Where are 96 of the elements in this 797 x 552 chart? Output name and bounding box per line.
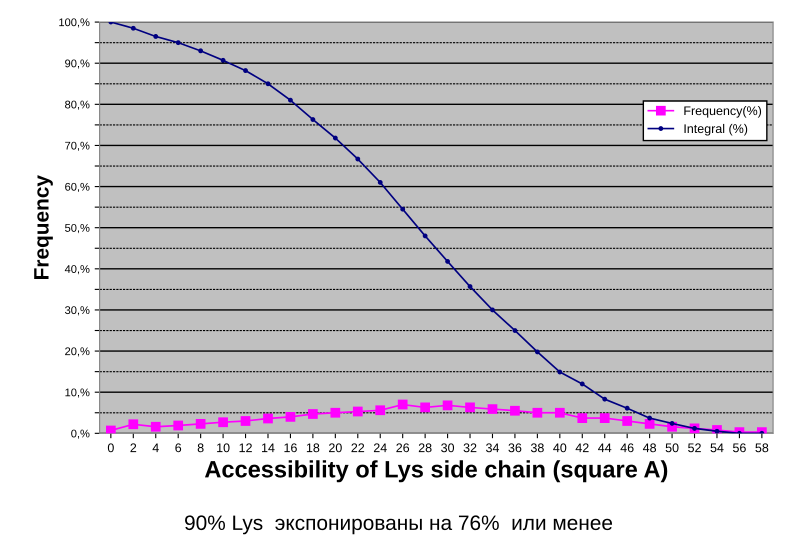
y-tick-label: 90,% xyxy=(65,59,90,69)
point xyxy=(534,349,540,354)
y-tick-label: 100,% xyxy=(59,18,90,28)
point xyxy=(106,426,116,434)
point xyxy=(153,34,158,39)
point xyxy=(600,413,610,423)
y-tick-label: 50,% xyxy=(65,224,90,234)
x-tick-label: 14 xyxy=(262,444,275,452)
point xyxy=(532,408,542,418)
x-tick-label: 10 xyxy=(217,443,230,452)
point xyxy=(602,396,608,402)
x-tick-label: 22 xyxy=(351,443,364,452)
x-tick-label: 36 xyxy=(508,443,522,452)
point xyxy=(442,400,452,410)
point xyxy=(330,408,340,418)
point xyxy=(580,382,585,386)
point xyxy=(308,409,318,419)
point xyxy=(332,136,338,140)
y-axis-title: Frequency xyxy=(34,175,53,279)
x-tick-label: 48 xyxy=(642,443,656,452)
y-tick-label: 10,% xyxy=(65,388,90,398)
point xyxy=(644,419,654,429)
x-tick-label: 58 xyxy=(755,443,768,452)
x-axis-title: Accessibility of Lys side chain (square A) xyxy=(204,460,668,482)
x-tick-label: 54 xyxy=(710,444,724,452)
point xyxy=(286,412,296,422)
point xyxy=(176,40,181,46)
y-tick-label: 20,% xyxy=(65,347,90,357)
x-tick-label: 40 xyxy=(553,443,566,452)
y-tick-label: 30,% xyxy=(65,306,90,316)
point xyxy=(445,258,450,264)
point xyxy=(266,81,270,86)
point xyxy=(577,413,588,423)
point xyxy=(420,402,430,412)
point xyxy=(670,421,674,426)
point xyxy=(130,26,136,31)
point xyxy=(554,408,565,418)
point xyxy=(510,406,520,416)
point xyxy=(378,180,383,185)
point xyxy=(352,406,363,416)
point xyxy=(220,58,226,63)
point xyxy=(263,414,273,424)
point xyxy=(422,233,428,238)
point xyxy=(490,308,495,312)
point xyxy=(196,419,206,429)
point xyxy=(557,370,562,374)
point xyxy=(468,284,472,289)
x-tick-label: 38 xyxy=(530,443,544,452)
x-tick-label: 34 xyxy=(486,443,500,452)
x-tick-label: 12 xyxy=(240,443,252,452)
x-tick-label: 32 xyxy=(464,443,476,452)
x-tick-label: 20 xyxy=(329,443,342,452)
x-tick-label: 0 xyxy=(108,443,114,452)
point xyxy=(173,420,184,430)
point xyxy=(400,206,406,212)
point xyxy=(288,98,293,103)
point xyxy=(622,416,632,426)
point xyxy=(488,404,498,414)
x-tick-label: 46 xyxy=(620,443,634,452)
x-tick-label: 44 xyxy=(598,444,612,452)
point xyxy=(647,416,652,421)
legend-label: Frequency(%) xyxy=(684,106,762,118)
x-tick-label: 8 xyxy=(198,443,204,452)
point xyxy=(398,400,408,410)
point xyxy=(624,406,630,411)
point xyxy=(243,68,248,74)
x-tick-label: 6 xyxy=(175,443,182,452)
y-tick-label: 0,% xyxy=(71,430,90,439)
x-tick-label: 26 xyxy=(396,443,410,452)
x-tick-label: 28 xyxy=(418,443,432,452)
x-tick-label: 24 xyxy=(374,443,387,452)
x-tick-label: 52 xyxy=(688,443,701,452)
x-tick-label: 30 xyxy=(441,443,454,452)
x-tick-label: 50 xyxy=(666,443,679,452)
y-tick-label: 60,% xyxy=(65,182,90,192)
point xyxy=(310,117,316,122)
x-tick-label: 2 xyxy=(130,443,136,452)
point xyxy=(465,402,475,412)
x-tick-label: 4 xyxy=(152,444,159,452)
point xyxy=(198,48,204,54)
x-tick-label: 56 xyxy=(732,443,746,452)
point xyxy=(512,328,518,333)
x-tick-label: 42 xyxy=(576,443,589,452)
y-tick-label: 80,% xyxy=(65,100,90,110)
x-tick-label: 18 xyxy=(306,443,320,452)
point xyxy=(355,156,360,162)
point xyxy=(240,416,250,426)
legend-label: Integral (%) xyxy=(684,124,748,136)
point xyxy=(218,417,228,428)
point xyxy=(128,419,138,430)
y-tick-label: 40,% xyxy=(64,265,90,274)
y-tick-label: 70,% xyxy=(65,142,90,151)
point xyxy=(375,405,386,416)
text: 90% Lys экспонированы на 76% или менее xyxy=(185,515,612,534)
point xyxy=(150,422,161,432)
x-tick-label: 16 xyxy=(284,443,297,452)
